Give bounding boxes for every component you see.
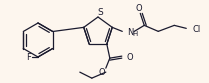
Text: O: O: [98, 68, 105, 77]
Text: H: H: [132, 31, 138, 37]
Text: F: F: [27, 53, 31, 62]
Text: Cl: Cl: [192, 25, 200, 34]
Text: O: O: [136, 4, 143, 13]
Text: O: O: [127, 53, 133, 62]
Text: N: N: [127, 28, 134, 37]
Text: S: S: [97, 7, 103, 17]
